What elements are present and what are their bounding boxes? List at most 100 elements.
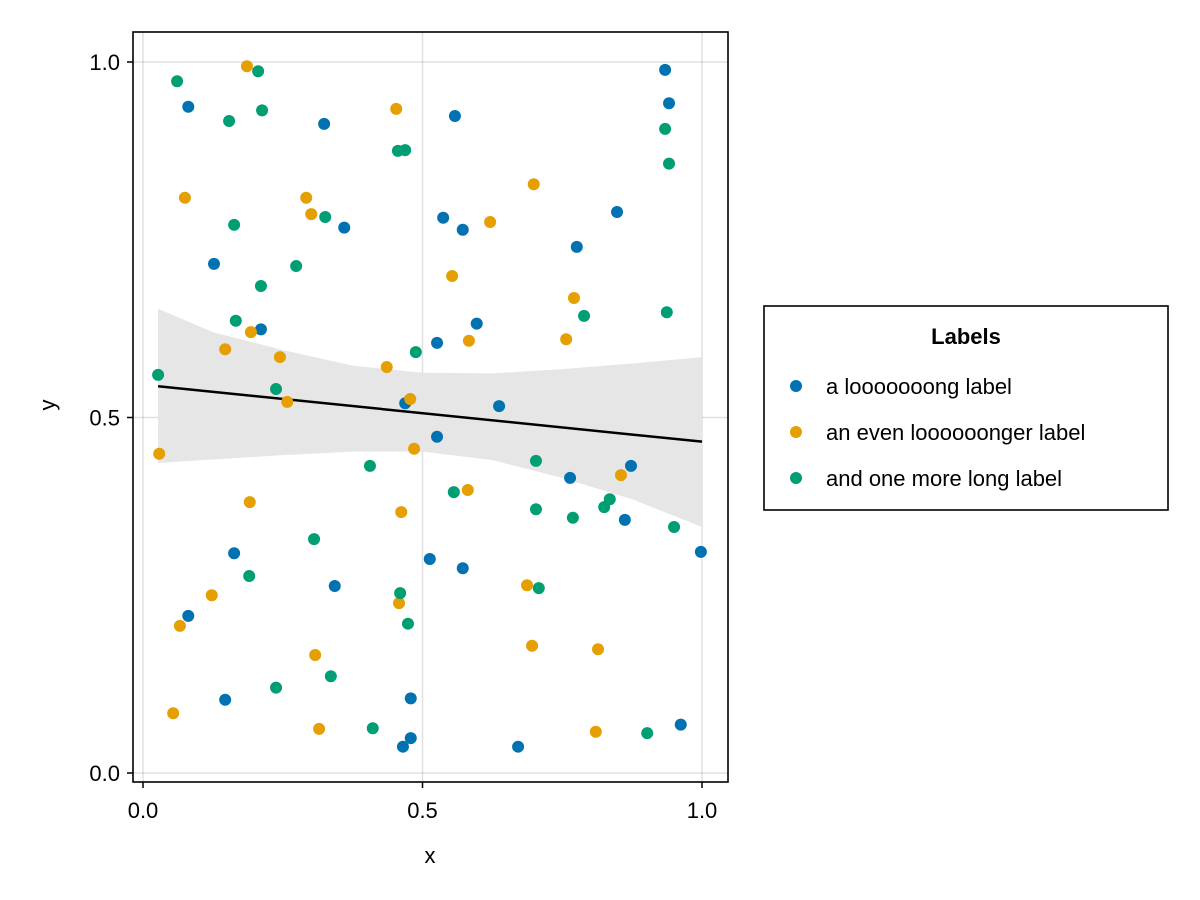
confidence-band xyxy=(158,308,702,527)
scatter-point-series-3 xyxy=(270,383,283,396)
y-tick-label: 1.0 xyxy=(89,50,120,75)
legend: Labels a looooooong label an even loooooo… xyxy=(763,305,1169,511)
scatter-point-series-3 xyxy=(578,309,591,322)
scatter-point-series-2 xyxy=(167,707,180,720)
scatter-point-series-2 xyxy=(244,326,257,339)
scatter-point-series-2 xyxy=(521,579,534,592)
regression-line-layer xyxy=(157,384,703,443)
scatter-point-series-3 xyxy=(447,486,460,499)
scatter-point-series-3 xyxy=(254,279,267,292)
scatter-point-series-3 xyxy=(243,570,256,583)
scatter-point-series-1 xyxy=(659,63,672,76)
points-layer xyxy=(152,60,707,753)
scatter-point-series-2 xyxy=(305,208,318,221)
scatter-point-series-1 xyxy=(396,740,409,753)
scatter-point-series-1 xyxy=(328,580,341,593)
scatter-point-series-1 xyxy=(512,740,525,753)
scatter-point-series-2 xyxy=(404,393,417,406)
legend-marker xyxy=(790,426,802,438)
scatter-point-series-3 xyxy=(256,104,269,117)
scatter-point-series-3 xyxy=(152,368,165,381)
scatter-point-series-2 xyxy=(560,333,573,346)
scatter-point-series-1 xyxy=(207,257,220,270)
scatter-point-series-1 xyxy=(423,552,436,565)
scatter-point-series-1 xyxy=(625,459,638,472)
scatter-point-series-3 xyxy=(290,260,303,273)
x-tick-label: 0.5 xyxy=(407,798,438,823)
scatter-point-series-3 xyxy=(668,520,681,533)
scatter-point-series-1 xyxy=(431,430,444,443)
scatter-point-series-1 xyxy=(318,117,331,130)
scatter-point-series-2 xyxy=(390,102,403,115)
scatter-point-series-1 xyxy=(182,100,195,113)
scatter-point-series-2 xyxy=(393,597,406,610)
legend-box xyxy=(763,305,1169,511)
scatter-point-series-2 xyxy=(173,619,186,632)
scatter-point-series-3 xyxy=(641,727,654,740)
scatter-point-series-1 xyxy=(618,513,631,526)
scatter-point-series-2 xyxy=(313,722,326,735)
scatter-point-series-1 xyxy=(564,471,577,484)
scatter-point-series-1 xyxy=(254,323,267,336)
scatter-point-series-2 xyxy=(178,191,191,204)
scatter-point-series-3 xyxy=(399,144,412,157)
legend-marker xyxy=(790,380,802,392)
scatter-point-series-3 xyxy=(529,503,542,516)
scatter-point-series-2 xyxy=(273,351,286,364)
scatter-point-series-2 xyxy=(462,334,475,347)
axis-ticks: 0.0 0.5 1.0 0.0 0.5 1.0 xyxy=(89,50,717,823)
scatter-point-series-2 xyxy=(281,395,294,408)
scatter-point-series-1 xyxy=(182,609,195,622)
x-tick-label: 0.0 xyxy=(128,798,159,823)
legend-marker xyxy=(790,472,802,484)
scatter-point-series-1 xyxy=(694,545,707,558)
scatter-point-series-2 xyxy=(526,639,539,652)
scatter-point-series-2 xyxy=(309,648,322,661)
scatter-point-series-3 xyxy=(409,346,422,359)
x-tick-label: 1.0 xyxy=(687,798,718,823)
scatter-point-series-2 xyxy=(380,361,393,374)
y-tick-label: 0.0 xyxy=(89,761,120,786)
scatter-point-series-1 xyxy=(493,400,506,413)
scatter-point-series-2 xyxy=(300,191,313,204)
scatter-point-series-2 xyxy=(589,725,602,738)
scatter-point-series-3 xyxy=(660,306,673,319)
scatter-point-series-2 xyxy=(461,484,474,497)
scatter-point-series-1 xyxy=(404,692,417,705)
scatter-point-series-1 xyxy=(338,221,351,234)
scatter-point-series-3 xyxy=(532,582,545,595)
scatter-point-series-1 xyxy=(470,317,483,330)
scatter-point-series-3 xyxy=(319,210,332,223)
scatter-point-series-2 xyxy=(567,292,580,305)
scatter-point-series-3 xyxy=(270,681,283,694)
scatter-point-series-2 xyxy=(592,643,605,656)
legend-entry-label: a looooooong label xyxy=(826,374,1012,399)
scatter-point-series-2 xyxy=(395,506,408,519)
scatter-point-series-1 xyxy=(663,97,676,110)
scatter-point-series-2 xyxy=(614,469,627,482)
scatter-point-series-1 xyxy=(456,223,469,236)
scatter-point-series-1 xyxy=(448,110,461,123)
scatter-point-series-3 xyxy=(229,314,242,327)
legend-entry-label: an even loooooonger label xyxy=(826,420,1085,445)
y-tick-label: 0.5 xyxy=(89,406,120,431)
scatter-point-series-1 xyxy=(219,693,232,706)
scatter-point-series-2 xyxy=(153,447,166,460)
scatter-point-series-3 xyxy=(598,501,611,514)
x-axis-label: x xyxy=(425,843,436,868)
scatter-point-series-2 xyxy=(205,589,218,602)
y-axis-label: y xyxy=(35,400,60,411)
scatter-point-series-1 xyxy=(674,718,687,731)
scatter-point-series-3 xyxy=(308,533,321,546)
scatter-point-series-1 xyxy=(431,336,444,349)
scatter-point-series-3 xyxy=(566,511,579,524)
plot-frame xyxy=(132,31,729,783)
scatter-point-series-3 xyxy=(324,670,337,683)
scatter-point-series-3 xyxy=(663,157,676,170)
scatter-point-series-1 xyxy=(611,206,624,219)
scatter-point-series-1 xyxy=(228,547,241,560)
scatter-point-series-3 xyxy=(252,65,265,78)
legend-title: Labels xyxy=(931,324,1001,349)
confidence-band-layer xyxy=(158,308,702,527)
